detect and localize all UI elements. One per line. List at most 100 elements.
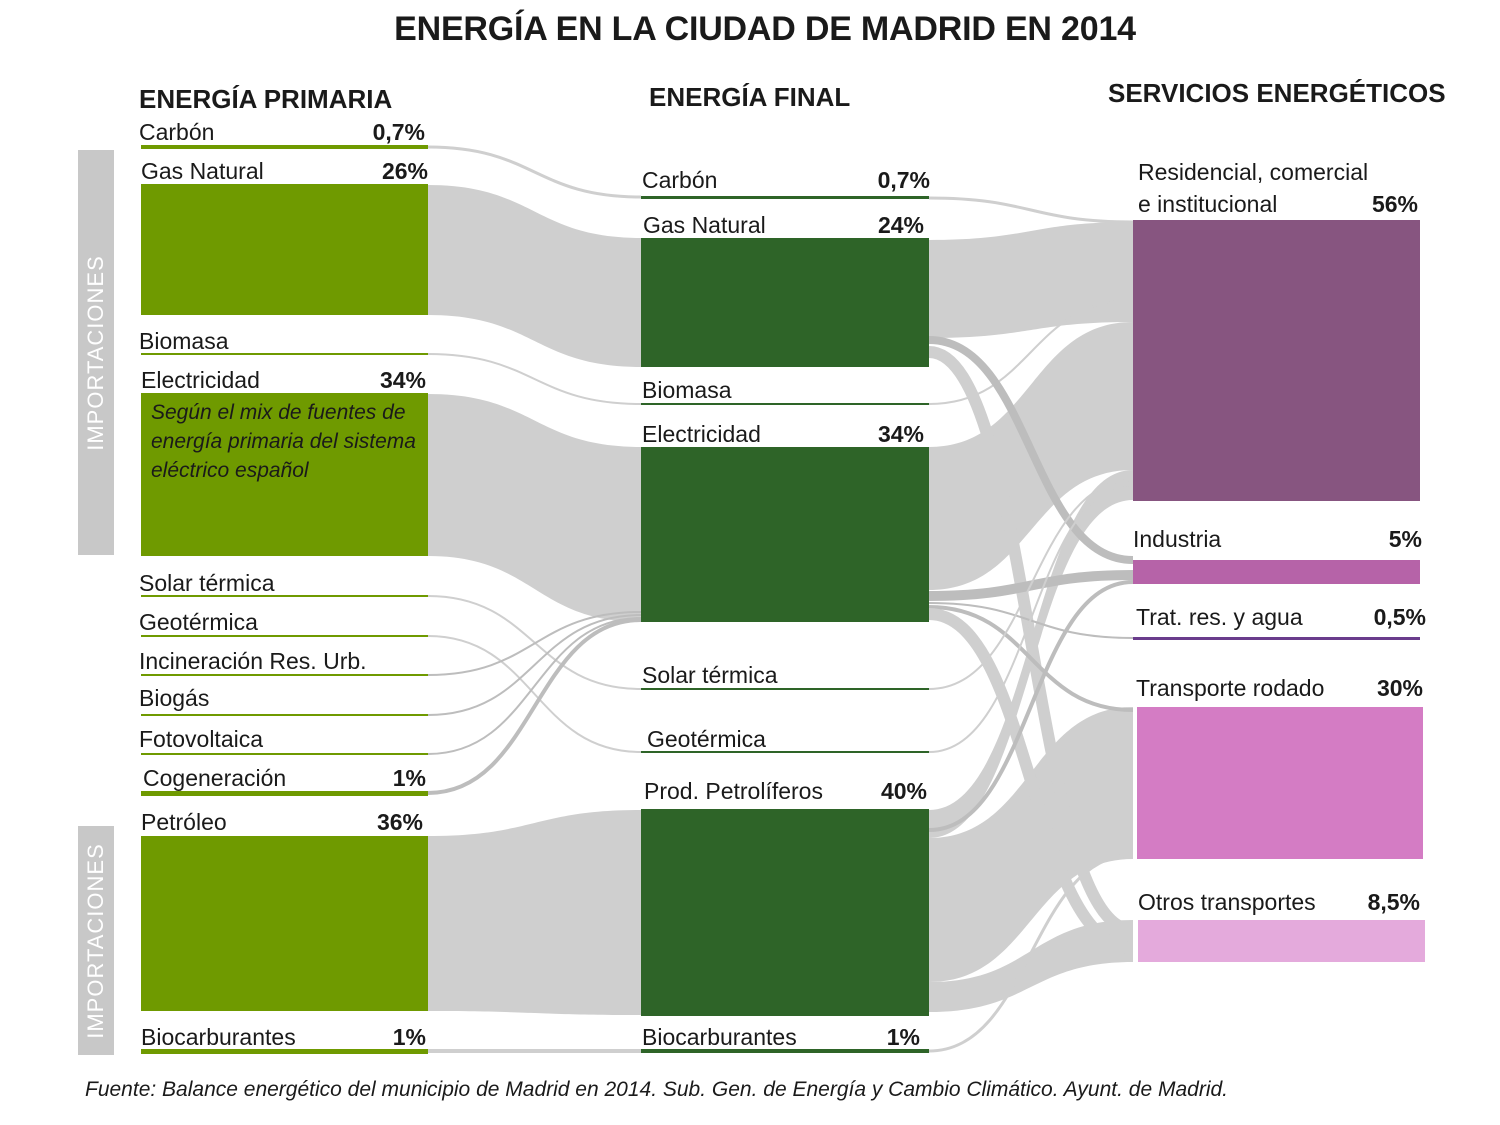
service-transporte-rodado-pct: 30% [1376,675,1423,701]
primary-petroleo-node [141,836,428,1011]
primary-biogas-node [141,714,428,716]
service-industria-pct: 5% [1388,526,1422,552]
flow-gas-otros [928,346,1134,936]
final-electricidad-pct: 34% [877,421,924,447]
primary-gas-pct: 26% [381,158,428,184]
primary-petroleo-pct: 36% [376,809,423,835]
final-petroliferos-label: Prod. Petrolíferos [644,778,823,804]
flow-geothermal-residencial [928,484,1134,753]
service-residencial-pct: 56% [1371,191,1418,217]
final-petroliferos-pct: 40% [880,778,927,804]
column-header-primary: ENERGÍA PRIMARIA [139,84,393,114]
flow-incineration-primary-final [427,611,642,676]
flow-biomass-primary-final [427,353,642,405]
source-note: Fuente: Balance energético del municipio… [85,1078,1229,1101]
primary-carbon-label: Carbón [139,119,215,145]
primary-incineracion-node [141,674,428,676]
service-otros-transportes-label: Otros transportes [1138,889,1316,915]
flow-petroleum-primary-final [428,810,641,1015]
primary-solar-label: Solar térmica [139,570,275,596]
flow-electricity-otros [928,608,1134,954]
primary-biocarburantes-pct: 1% [392,1024,426,1050]
primary-biocarburantes-label: Biocarburantes [141,1024,296,1050]
diagram-title: ENERGÍA EN LA CIUDAD DE MADRID EN 2014 [394,10,1136,48]
flow-photovoltaic-primary-final [427,617,642,755]
column-header-final: ENERGÍA FINAL [649,82,851,112]
final-electricidad-node [641,447,929,622]
side-label-imports-bottom: IMPORTACIONES [83,842,108,1039]
service-residencial-label-line1: Residencial, comercial [1138,159,1369,185]
flow-petroleum-otros [929,920,1133,1012]
flow-gas-industria [928,336,1134,564]
primary-solar-node [141,595,428,597]
final-petroliferos-node [641,809,929,1016]
final-biocarburantes-pct: 1% [886,1024,920,1050]
final-gas-label: Gas Natural [643,212,766,238]
primary-biogas-label: Biogás [139,685,210,711]
service-otros-transportes-node [1138,920,1425,962]
final-gas-node [641,238,929,367]
primary-incineracion-label: Incineración Res. Urb. [139,648,367,674]
final-biomasa-node [641,403,929,405]
primary-electricidad-node [141,393,428,556]
primary-cogeneracion-label: Cogeneración [143,765,287,791]
flow-coal-primary-final [427,145,642,199]
final-biomasa-label: Biomasa [642,377,732,403]
primary-carbon-pct: 0,7% [372,119,425,145]
flow-solar-residencial [928,479,1134,690]
primary-electricidad-pct: 34% [379,367,426,393]
flow-petroleum-transporte [929,707,1133,982]
final-carbon-label: Carbón [642,167,718,193]
side-bar-imports-top: IMPORTACIONES [78,150,114,555]
primary-electricidad-label: Electricidad [141,367,260,393]
primary-cogeneracion-pct: 1% [392,765,426,791]
flow-coal-residencial [928,196,1134,224]
flow-biomass-residencial [928,299,1134,405]
final-geotermica-node [641,751,929,753]
side-bar-imports-bottom: IMPORTACIONES [78,826,114,1055]
primary-geotermica-node [141,635,428,637]
flow-electricity-transporte [928,605,1134,712]
flow-cogeneration-primary-final [427,618,642,795]
primary-carbon-node [141,145,428,149]
final-carbon-node [641,196,929,199]
service-residencial-label-line2: e institucional [1138,191,1278,217]
final-electricidad-label: Electricidad [642,421,761,447]
service-industria-label: Industria [1133,526,1222,552]
service-tratamiento-pct: 0,5% [1373,604,1426,630]
final-gas-pct: 24% [877,212,924,238]
side-label-imports-top: IMPORTACIONES [83,254,108,451]
primary-biomasa-node [141,353,428,355]
final-biocarburantes-node [641,1049,929,1053]
service-industria-node [1133,560,1420,584]
service-residencial-node [1133,220,1420,501]
primary-biocarburantes-node [141,1049,428,1054]
final-biocarburantes-label: Biocarburantes [642,1024,797,1050]
primary-fotovoltaica-label: Fotovoltaica [139,726,264,752]
primary-gas-label: Gas Natural [141,158,264,184]
flow-biogas-primary-final [427,614,642,716]
primary-petroleo-label: Petróleo [141,809,227,835]
service-tratamiento-label: Trat. res. y agua [1136,604,1303,630]
primary-fotovoltaica-node [141,753,428,755]
flow-petroleum-industria [928,580,1134,832]
flow-gas-primary-final [428,185,641,367]
final-carbon-pct: 0,7% [877,167,930,193]
primary-cogeneracion-node [141,791,428,796]
primary-electricidad-note: Según el mix de fuentes de energía prima… [151,401,416,482]
flow-electricity-primary-final [428,394,641,622]
flow-gas-residencial [929,222,1133,338]
final-geotermica-label: Geotérmica [647,726,766,752]
service-transporte-rodado-label: Transporte rodado [1136,675,1325,701]
primary-gas-node [141,184,428,315]
column-header-services: SERVICIOS ENERGÉTICOS [1108,78,1446,108]
final-solar-label: Solar térmica [642,662,778,688]
flow-biofuel-transporte [928,853,1134,1053]
service-transporte-rodado-node [1137,707,1423,859]
primary-biomasa-label: Biomasa [139,328,229,354]
primary-geotermica-label: Geotérmica [139,609,258,635]
service-otros-transportes-pct: 8,5% [1367,889,1420,915]
final-solar-node [641,688,929,690]
service-tratamiento-node [1133,637,1420,640]
